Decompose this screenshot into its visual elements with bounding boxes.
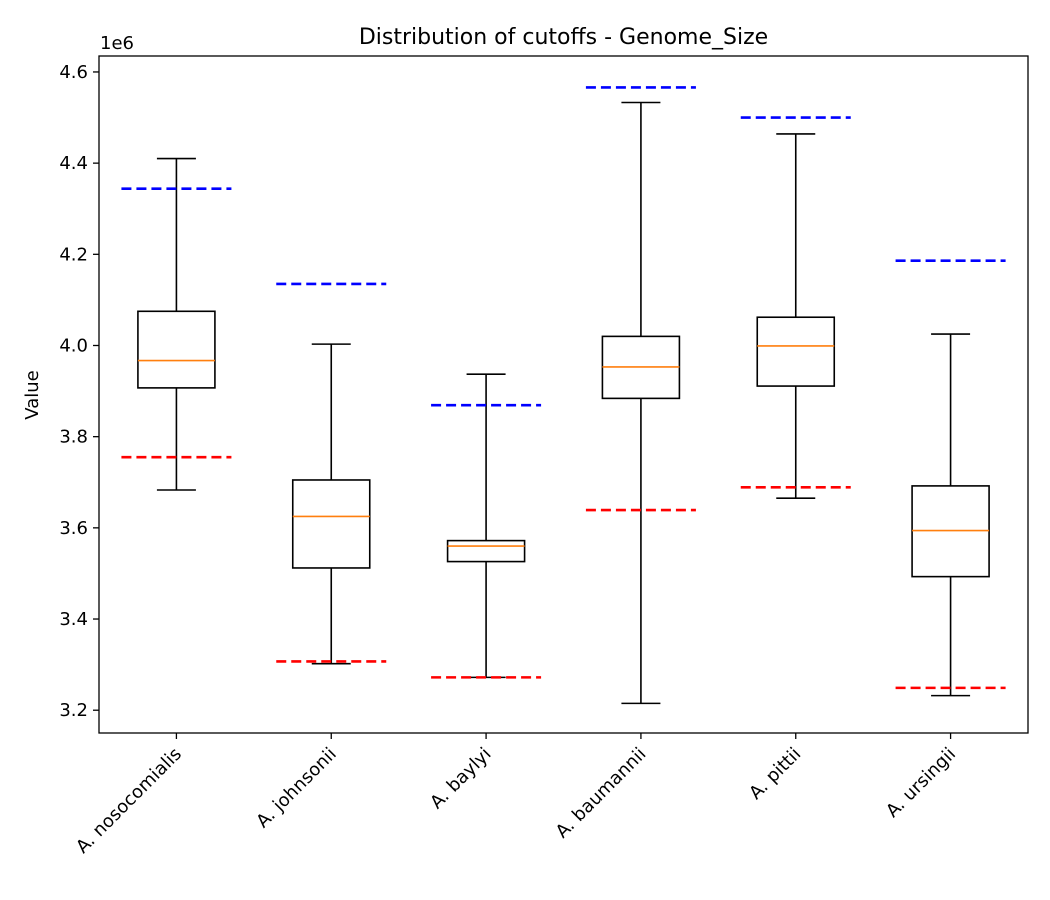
x-tick-label: A. nosocomialis: [72, 744, 186, 858]
y-tick-label: 4.6: [59, 62, 88, 83]
box-iqr: [756, 316, 836, 387]
x-tick-label: A. pittii: [745, 744, 805, 804]
plot-area: 3.2 3.4 3.6 3.8 4.0 4.2 4.4 4.6 A. nosocomialis A…: [59, 55, 1029, 858]
plot-frame: [98, 55, 1029, 734]
y-tick-label: 3.8: [59, 427, 88, 448]
y-tick-label: 4.0: [59, 335, 88, 356]
y-tick-label: 3.4: [59, 609, 88, 630]
y-axis-offset-label: 1e6: [100, 33, 134, 54]
box-iqr: [291, 479, 371, 569]
x-tick-label: A. baylyi: [426, 744, 495, 813]
y-tick-label: 4.2: [59, 244, 88, 265]
box-iqr: [446, 539, 526, 563]
x-tick-label: A. baumannii: [552, 744, 651, 843]
y-axis-label: Value: [22, 370, 43, 419]
x-tick-label: A. johnsonii: [252, 744, 340, 832]
x-tick-label: A. ursingii: [882, 744, 960, 822]
y-tick-label: 4.4: [59, 153, 88, 174]
y-tick-label: 3.2: [59, 700, 88, 721]
y-tick-label: 3.6: [59, 518, 88, 539]
chart-title: Distribution of cutoffs - Genome_Size: [359, 25, 768, 50]
box-iqr: [137, 310, 216, 389]
